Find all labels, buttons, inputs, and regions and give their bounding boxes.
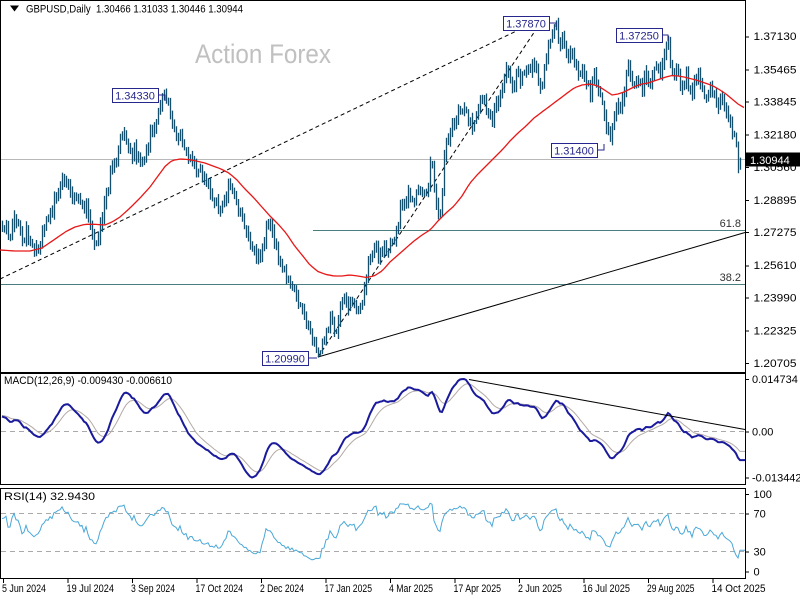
svg-text:1.25610: 1.25610 [754, 260, 797, 272]
svg-text:5 Jun 2024: 5 Jun 2024 [2, 583, 46, 595]
svg-text:0.014734: 0.014734 [752, 374, 798, 386]
svg-text:1.22325: 1.22325 [754, 326, 797, 338]
svg-text:Action Forex: Action Forex [195, 39, 331, 69]
svg-text:1.30944: 1.30944 [750, 155, 790, 167]
svg-text:61.8: 61.8 [720, 218, 741, 230]
svg-text:17 Apr 2025: 17 Apr 2025 [454, 583, 502, 595]
svg-text:1.27275: 1.27275 [754, 227, 797, 239]
svg-text:1.32180: 1.32180 [754, 130, 797, 142]
svg-text:14 Oct 2025: 14 Oct 2025 [712, 583, 766, 595]
svg-text:1.20990: 1.20990 [265, 354, 305, 366]
svg-text:2 Dec 2024: 2 Dec 2024 [260, 583, 304, 595]
svg-text:0.00: 0.00 [752, 427, 773, 439]
svg-text:1.37130: 1.37130 [754, 31, 797, 43]
svg-text:100: 100 [754, 489, 772, 501]
svg-text:16 Jul 2025: 16 Jul 2025 [583, 583, 631, 595]
svg-text:1.20705: 1.20705 [754, 358, 797, 370]
svg-text:2 Jun 2025: 2 Jun 2025 [518, 583, 562, 595]
svg-text:29 Aug 2025: 29 Aug 2025 [647, 583, 695, 595]
svg-text:1.35465: 1.35465 [754, 64, 797, 76]
svg-text:1.37870: 1.37870 [506, 19, 546, 31]
svg-text:1.37250: 1.37250 [619, 31, 659, 43]
svg-text:1.31400: 1.31400 [554, 146, 594, 158]
svg-text:38.2: 38.2 [720, 272, 741, 284]
svg-text:1.34330: 1.34330 [115, 91, 155, 103]
svg-text:0: 0 [754, 567, 760, 579]
svg-text:RSI(14) 32.9430: RSI(14) 32.9430 [4, 491, 95, 503]
svg-text:30: 30 [754, 547, 766, 559]
svg-text:MACD(12,26,9) -0.009430 -0.006: MACD(12,26,9) -0.009430 -0.006610 [4, 375, 172, 387]
svg-text:1.23990: 1.23990 [754, 292, 797, 304]
svg-text:4 Mar 2025: 4 Mar 2025 [389, 583, 433, 595]
svg-text:GBPUSD,Daily 1.30466 1.31033: GBPUSD,Daily 1.30466 1.31033 1.30446 1.3… [26, 4, 243, 16]
svg-text:17 Jan 2025: 17 Jan 2025 [325, 583, 373, 595]
svg-text:1.33845: 1.33845 [754, 97, 797, 109]
svg-text:-0.013442: -0.013442 [752, 473, 800, 485]
svg-text:3 Sep 2024: 3 Sep 2024 [131, 583, 175, 595]
svg-text:1.28895: 1.28895 [754, 195, 797, 207]
svg-text:19 Jul 2024: 19 Jul 2024 [67, 583, 115, 595]
svg-text:70: 70 [754, 509, 766, 521]
svg-text:17 Oct 2024: 17 Oct 2024 [196, 583, 244, 595]
